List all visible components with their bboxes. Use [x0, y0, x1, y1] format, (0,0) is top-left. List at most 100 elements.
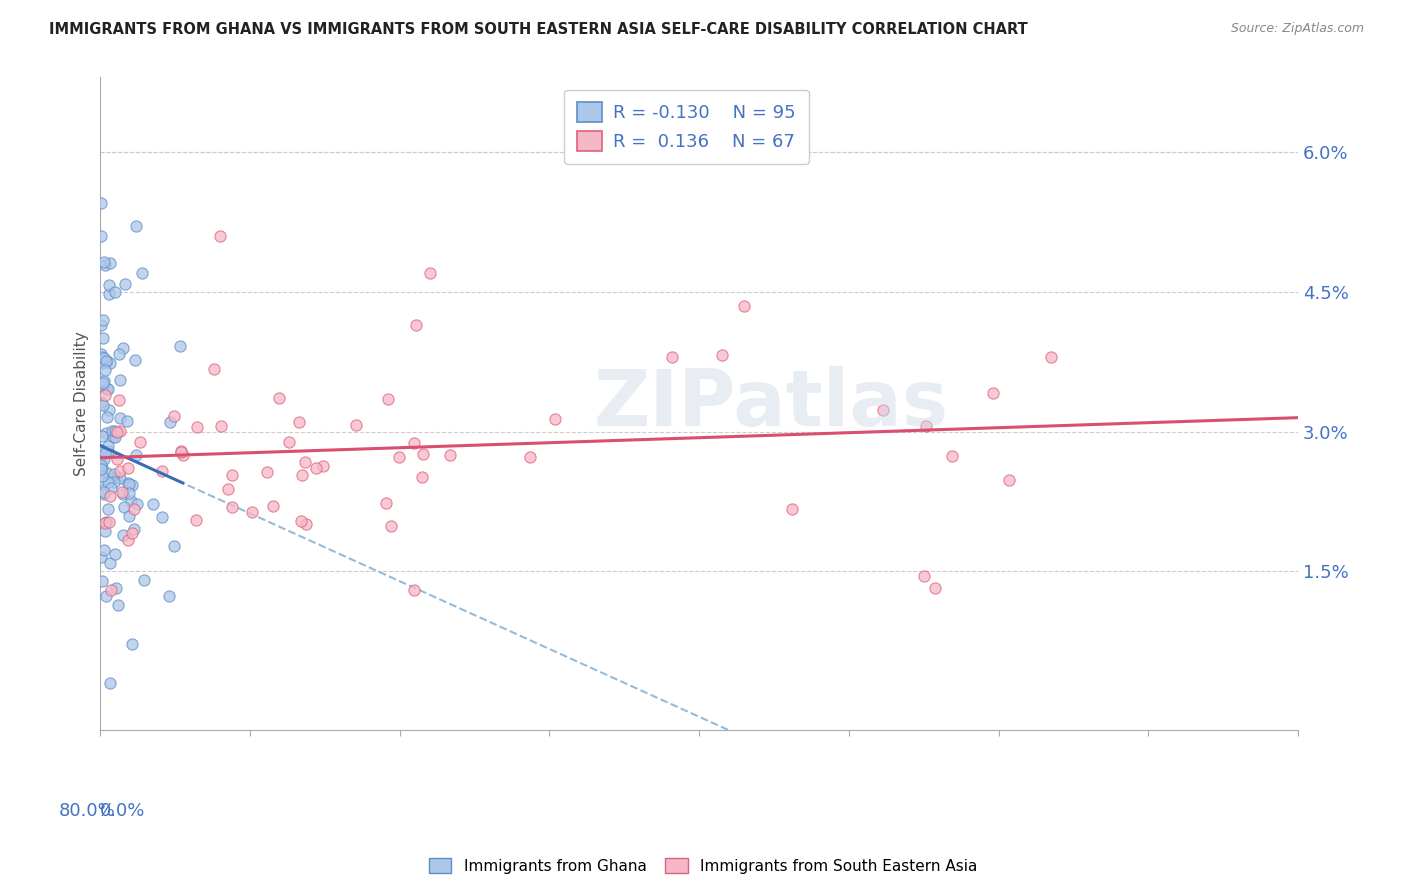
Point — [108, 471, 131, 485]
Point — [411, 470, 433, 484]
Point — [97, 443, 120, 458]
Point — [108, 464, 131, 478]
Point — [377, 392, 399, 407]
Point — [90, 443, 112, 458]
Point — [110, 411, 132, 425]
Point — [103, 475, 125, 490]
Point — [163, 409, 186, 424]
Point — [278, 434, 301, 449]
Point — [90, 195, 112, 210]
Point — [121, 526, 143, 541]
Point — [105, 469, 128, 483]
Point — [96, 382, 118, 396]
Point — [91, 429, 114, 443]
Point — [97, 501, 120, 516]
Point — [94, 516, 117, 531]
Point — [240, 505, 263, 519]
Point — [97, 382, 120, 396]
Point — [125, 448, 148, 462]
Point — [96, 515, 118, 529]
Point — [94, 363, 117, 377]
Text: ZIPatlas: ZIPatlas — [593, 366, 949, 442]
Point — [94, 354, 117, 368]
Point — [105, 425, 128, 439]
Point — [107, 347, 129, 361]
Point — [96, 467, 118, 481]
Point — [93, 375, 115, 389]
Point — [100, 583, 122, 598]
Point — [733, 299, 755, 313]
Point — [202, 362, 225, 376]
Legend: R = -0.130    N = 95, R =  0.136    N = 67: R = -0.130 N = 95, R = 0.136 N = 67 — [564, 90, 808, 164]
Point — [110, 373, 132, 387]
Text: IMMIGRANTS FROM GHANA VS IMMIGRANTS FROM SOUTH EASTERN ASIA SELF-CARE DISABILITY: IMMIGRANTS FROM GHANA VS IMMIGRANTS FROM… — [49, 22, 1028, 37]
Point — [105, 452, 128, 467]
Point — [93, 543, 115, 558]
Point — [97, 403, 120, 417]
Point — [124, 352, 146, 367]
Point — [103, 467, 125, 482]
Point — [294, 455, 316, 469]
Text: 80.0%: 80.0% — [59, 802, 115, 820]
Point — [97, 516, 120, 530]
Point — [291, 468, 314, 483]
Point — [924, 581, 946, 595]
Point — [118, 486, 141, 500]
Point — [97, 439, 120, 453]
Point — [103, 424, 125, 438]
Point — [217, 482, 239, 496]
Point — [344, 417, 367, 432]
Point — [305, 461, 328, 475]
Point — [91, 460, 114, 475]
Point — [90, 474, 112, 488]
Point — [544, 412, 567, 426]
Point — [290, 514, 312, 528]
Point — [117, 533, 139, 547]
Point — [169, 339, 191, 353]
Point — [108, 393, 131, 408]
Point — [111, 487, 134, 501]
Point — [209, 228, 232, 243]
Point — [90, 355, 112, 369]
Point — [661, 350, 683, 364]
Point — [412, 447, 434, 461]
Text: 0.0%: 0.0% — [100, 802, 146, 820]
Point — [111, 341, 134, 355]
Point — [780, 502, 803, 516]
Point — [1040, 350, 1063, 364]
Point — [124, 522, 146, 536]
Point — [91, 376, 114, 390]
Point — [981, 386, 1004, 401]
Point — [312, 459, 335, 474]
Point — [96, 353, 118, 368]
Point — [117, 475, 139, 490]
Point — [150, 510, 173, 524]
Point — [97, 287, 120, 301]
Point — [111, 484, 134, 499]
Point — [93, 485, 115, 500]
Point — [402, 435, 425, 450]
Point — [91, 379, 114, 393]
Point — [118, 509, 141, 524]
Point — [98, 676, 121, 690]
Point — [98, 256, 121, 270]
Point — [209, 418, 232, 433]
Point — [98, 489, 121, 503]
Point — [380, 519, 402, 533]
Point — [132, 573, 155, 587]
Point — [118, 477, 141, 491]
Point — [121, 478, 143, 492]
Point — [104, 285, 127, 299]
Point — [150, 464, 173, 478]
Point — [125, 219, 148, 234]
Point — [94, 425, 117, 440]
Point — [405, 318, 427, 333]
Point — [100, 424, 122, 438]
Point — [117, 461, 139, 475]
Point — [221, 500, 243, 514]
Point — [170, 444, 193, 458]
Point — [122, 502, 145, 516]
Point — [159, 416, 181, 430]
Point — [93, 255, 115, 269]
Point — [90, 395, 112, 409]
